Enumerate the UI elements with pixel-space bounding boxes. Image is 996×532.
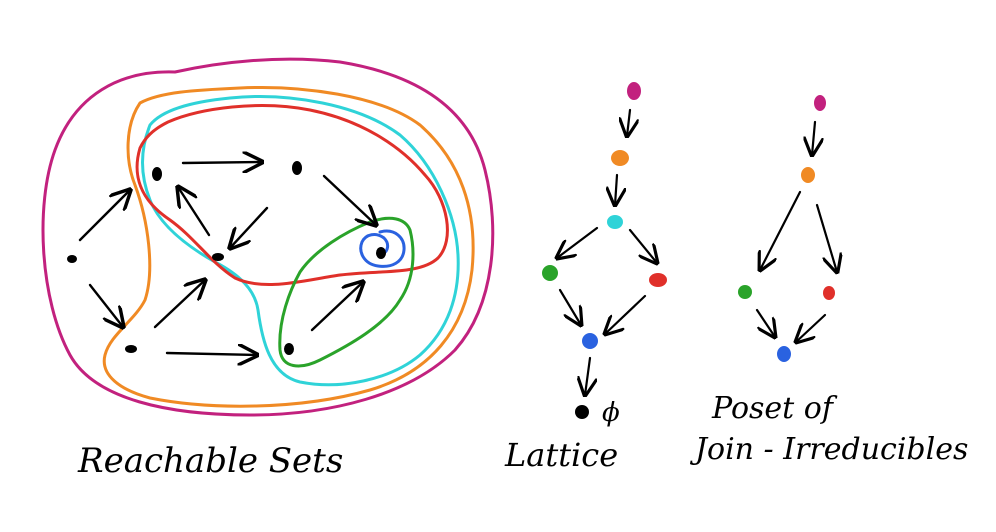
- red-region: [135, 104, 449, 287]
- poset-diagram: Poset of Join - Irreducibles: [689, 95, 968, 467]
- poset-node-blue: [777, 346, 791, 362]
- graph-node: [212, 253, 224, 261]
- empty-set-label: ϕ: [602, 398, 620, 428]
- magenta-region: [41, 57, 495, 417]
- lattice-node-magenta: [627, 82, 641, 100]
- lattice-arrow: [557, 226, 599, 258]
- graph-node: [284, 343, 294, 355]
- lattice-arrow: [628, 228, 657, 263]
- lattice-arrow: [627, 108, 630, 136]
- reachable-sets-graph: Reachable Sets: [41, 57, 495, 481]
- lattice-arrow: [605, 294, 647, 334]
- poset-node-red: [823, 286, 835, 300]
- lattice-node-cyan: [607, 215, 623, 229]
- poset-node-magenta: [814, 95, 826, 111]
- graph-node: [376, 247, 386, 259]
- graph-arrow: [153, 280, 205, 329]
- reachable-sets-label: Reachable Sets: [77, 441, 343, 481]
- graph-arrow: [230, 206, 269, 248]
- graph-node: [292, 161, 302, 175]
- lattice-node-bottom: [575, 405, 589, 419]
- graph-node: [152, 167, 162, 181]
- poset-arrow: [815, 203, 837, 272]
- poset-arrow: [760, 190, 802, 270]
- graph-arrow: [310, 282, 363, 332]
- lattice-node-green: [542, 265, 558, 281]
- poset-arrow: [755, 308, 775, 337]
- lattice-arrow: [558, 288, 581, 325]
- graph-arrow: [322, 174, 376, 225]
- graph-node: [67, 255, 77, 263]
- green-region: [278, 216, 415, 368]
- orange-region: [102, 86, 475, 408]
- lattice-arrow: [615, 173, 617, 205]
- graph-arrow: [178, 187, 211, 237]
- graph-arrow: [165, 353, 257, 355]
- blue-loop: [359, 229, 406, 268]
- poset-label-line2: Join - Irreducibles: [689, 432, 968, 467]
- graph-arrow: [181, 162, 262, 163]
- poset-arrow: [812, 120, 815, 155]
- lattice-diagram: ϕ Lattice: [504, 82, 667, 474]
- graph-node: [125, 345, 137, 353]
- cyan-region: [141, 95, 460, 387]
- lattice-node-red: [649, 273, 667, 287]
- graph-arrow: [78, 190, 130, 242]
- graph-arrow: [88, 283, 123, 327]
- lattice-arrow: [585, 356, 590, 395]
- poset-arrow: [796, 313, 827, 342]
- poset-label-line1: Poset of: [711, 391, 838, 426]
- poset-node-green: [738, 285, 752, 299]
- lattice-node-orange: [611, 150, 629, 166]
- lattice-node-blue: [582, 333, 598, 349]
- lattice-label: Lattice: [504, 436, 618, 474]
- poset-node-orange: [801, 167, 815, 183]
